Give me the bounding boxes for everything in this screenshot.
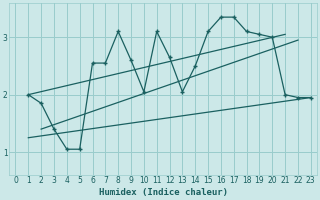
X-axis label: Humidex (Indice chaleur): Humidex (Indice chaleur) xyxy=(99,188,228,197)
